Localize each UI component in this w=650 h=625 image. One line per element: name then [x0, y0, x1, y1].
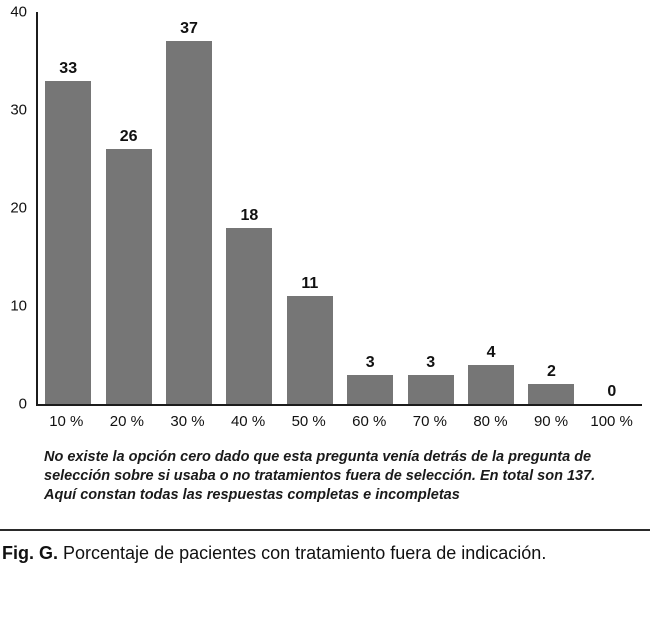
bar-value-label: 3 — [365, 353, 375, 371]
bar-value-label: 26 — [119, 128, 138, 146]
bar-value-label: 37 — [180, 20, 198, 38]
y-tick-label: 0 — [18, 395, 27, 413]
bar — [468, 364, 515, 404]
x-tick-label: 10 % — [49, 413, 84, 430]
bar-value-label: 33 — [59, 59, 78, 77]
bar-value-label: 0 — [607, 383, 617, 400]
bar — [226, 227, 273, 404]
caption-divider — [0, 529, 650, 532]
bar-column: 26 — [98, 12, 158, 404]
x-tick-label: 80 % — [473, 413, 508, 430]
bar-column: 37 — [159, 12, 219, 404]
y-tick-label: 20 — [10, 199, 27, 217]
bar — [347, 374, 394, 404]
figure-caption: Fig. G. Porcentaje de pacientes con trat… — [2, 541, 646, 565]
bar-column: 4 — [461, 12, 521, 404]
plot-area: 33 26 37 18 11 3 3 4 2 0 — [36, 12, 642, 406]
bar-column: 0 — [582, 12, 642, 404]
chart-footnote: No existe la opción cero dado que esta p… — [44, 449, 596, 504]
bar — [45, 80, 92, 404]
bar-column: 3 — [400, 12, 460, 404]
bar — [407, 374, 454, 404]
x-tick-label: 70 % — [412, 413, 447, 430]
x-tick-label: 30 % — [170, 413, 205, 430]
x-tick-label: 60 % — [352, 413, 387, 430]
y-tick-label: 30 — [10, 101, 27, 119]
bar — [105, 149, 152, 404]
x-tick-label: 20 % — [109, 413, 144, 430]
x-tick-label: 100 % — [590, 413, 633, 430]
bar-column: 3 — [340, 12, 400, 404]
chart-plot-row: 0 10 20 30 40 33 26 37 18 11 3 3 4 2 0 — [0, 5, 650, 412]
bar — [528, 384, 575, 404]
x-tick-label: 50 % — [291, 413, 326, 430]
bar — [286, 296, 333, 404]
bar-column: 11 — [280, 12, 340, 404]
bar — [166, 41, 213, 404]
x-tick-label: 40 % — [230, 413, 266, 430]
bar-column: 2 — [521, 12, 581, 404]
figure-caption-text: Porcentaje de pacientes con tratamiento … — [63, 543, 547, 564]
axis-spacer — [0, 413, 36, 430]
bar-value-label: 2 — [547, 363, 556, 381]
bar-chart: 0 10 20 30 40 33 26 37 18 11 3 3 4 2 0 10 % 20 % 30 % 40… — [0, 5, 650, 430]
bar-column: 33 — [38, 12, 98, 404]
y-tick-label: 10 — [10, 297, 27, 315]
bar-column: 18 — [219, 12, 279, 404]
bar-value-label: 4 — [486, 343, 496, 361]
x-tick-label: 90 % — [533, 413, 569, 430]
figure-caption-label: Fig. G. — [2, 543, 58, 564]
x-axis-row: 10 % 20 % 30 % 40 % 50 % 60 % 70 % 80 % 90 % 100 … — [0, 413, 650, 430]
y-axis: 0 10 20 30 40 — [0, 5, 36, 412]
bar-value-label: 11 — [301, 275, 319, 293]
bar-value-label: 18 — [240, 206, 259, 224]
x-axis-labels: 10 % 20 % 30 % 40 % 50 % 60 % 70 % 80 % 90 % 100 … — [36, 413, 642, 430]
bar-value-label: 3 — [426, 353, 436, 371]
y-tick-label: 40 — [10, 3, 27, 21]
